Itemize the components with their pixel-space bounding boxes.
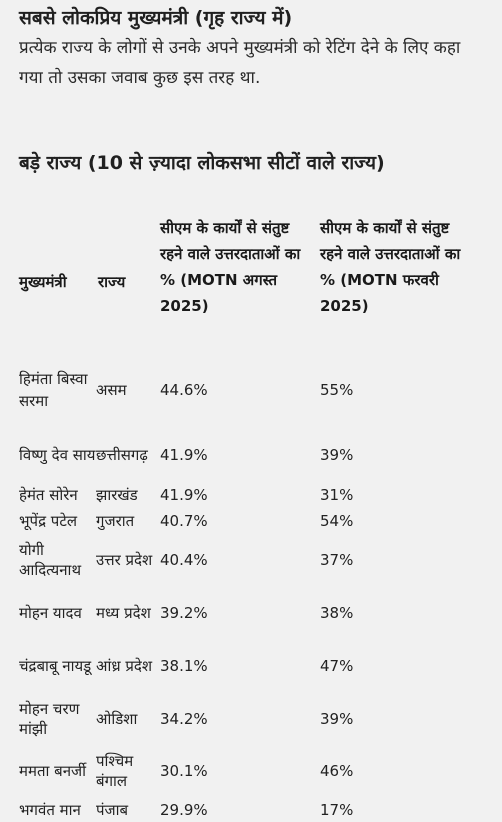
state-name: असम — [96, 381, 127, 399]
header-august-2025: सीएम के कार्यों से संतुष्ट रहने वाले उत्… — [160, 219, 301, 315]
state-name: आंध्र प्रदेश — [96, 657, 153, 675]
section-heading: बड़े राज्य (10 से ज़्यादा लोकसभा सीटों व… — [19, 152, 385, 174]
cm-name: मोहन यादव — [19, 604, 82, 622]
header-state: राज्य — [98, 273, 126, 291]
intro-text: प्रत्येक राज्य के लोगों से उनके अपने मुख… — [19, 38, 461, 88]
cm-name: ममता बनर्जी — [19, 762, 87, 780]
feb-value: 54% — [320, 512, 354, 530]
aug-value: 30.1% — [160, 762, 208, 780]
aug-value: 40.7% — [160, 512, 208, 530]
feb-value: 46% — [320, 762, 354, 780]
table-row: चंद्रबाबू नायडू आंध्र प्रदेश 38.1% 47% — [0, 640, 502, 692]
state-name: मध्य प्रदेश — [96, 604, 151, 622]
state-name: पंजाब — [96, 801, 129, 819]
feb-value: 39% — [320, 446, 354, 464]
table-row: भूपेंद्र पटेल गुजरात 40.7% 54% — [0, 508, 502, 534]
feb-value: 38% — [320, 604, 354, 622]
state-name: उत्तर प्रदेश — [96, 551, 153, 569]
feb-value: 17% — [320, 801, 354, 819]
aug-value: 38.1% — [160, 657, 208, 675]
table-row: मोहन चरण मांझी ओडिशा 34.2% 39% — [0, 694, 502, 744]
feb-value: 39% — [320, 710, 354, 728]
state-name: पश्चिम बंगाल — [96, 752, 134, 790]
aug-value: 40.4% — [160, 551, 208, 569]
feb-value: 47% — [320, 657, 354, 675]
page-title: सबसे लोकप्रिय मुख्यमंत्री (गृह राज्य में… — [19, 7, 293, 29]
aug-value: 41.9% — [160, 486, 208, 504]
state-name: झारखंड — [96, 486, 138, 504]
table-row: भगवंत मान पंजाब 29.9% 17% — [0, 798, 502, 822]
header-chief-minister: मुख्यमंत्री — [19, 273, 67, 291]
cm-name: चंद्रबाबू नायडू — [19, 657, 92, 675]
feb-value: 55% — [320, 381, 354, 399]
table-row: हेमंत सोरेन झारखंड 41.9% 31% — [0, 482, 502, 508]
feb-value: 37% — [320, 551, 354, 569]
cm-name: भूपेंद्र पटेल — [19, 512, 78, 530]
table-row: हिमंता बिस्वा सरमा असम 44.6% 55% — [0, 355, 502, 425]
aug-value: 34.2% — [160, 710, 208, 728]
cm-name: भगवंत मान — [19, 801, 81, 819]
aug-value: 39.2% — [160, 604, 208, 622]
table-row: ममता बनर्जी पश्चिम बंगाल 30.1% 46% — [0, 746, 502, 796]
cm-name: हेमंत सोरेन — [19, 486, 78, 504]
state-name: गुजरात — [96, 512, 135, 530]
header-february-2025: सीएम के कार्यों से संतुष्ट रहने वाले उत्… — [320, 219, 461, 315]
feb-value: 31% — [320, 486, 354, 504]
state-name: ओडिशा — [96, 710, 138, 728]
aug-value: 29.9% — [160, 801, 208, 819]
table-row: विष्णु देव साय छत्तीसगढ़ 41.9% 39% — [0, 430, 502, 480]
aug-value: 44.6% — [160, 381, 208, 399]
state-name: छत्तीसगढ़ — [96, 446, 148, 464]
table-row: मोहन यादव मध्य प्रदेश 39.2% 38% — [0, 588, 502, 638]
cm-name: हिमंता बिस्वा सरमा — [19, 370, 88, 410]
cm-name: मोहन चरण मांझी — [19, 700, 80, 738]
aug-value: 41.9% — [160, 446, 208, 464]
cm-name: विष्णु देव साय — [19, 446, 96, 464]
cm-name: योगी आदित्यनाथ — [19, 541, 82, 579]
table-row: योगी आदित्यनाथ उत्तर प्रदेश 40.4% 37% — [0, 536, 502, 584]
